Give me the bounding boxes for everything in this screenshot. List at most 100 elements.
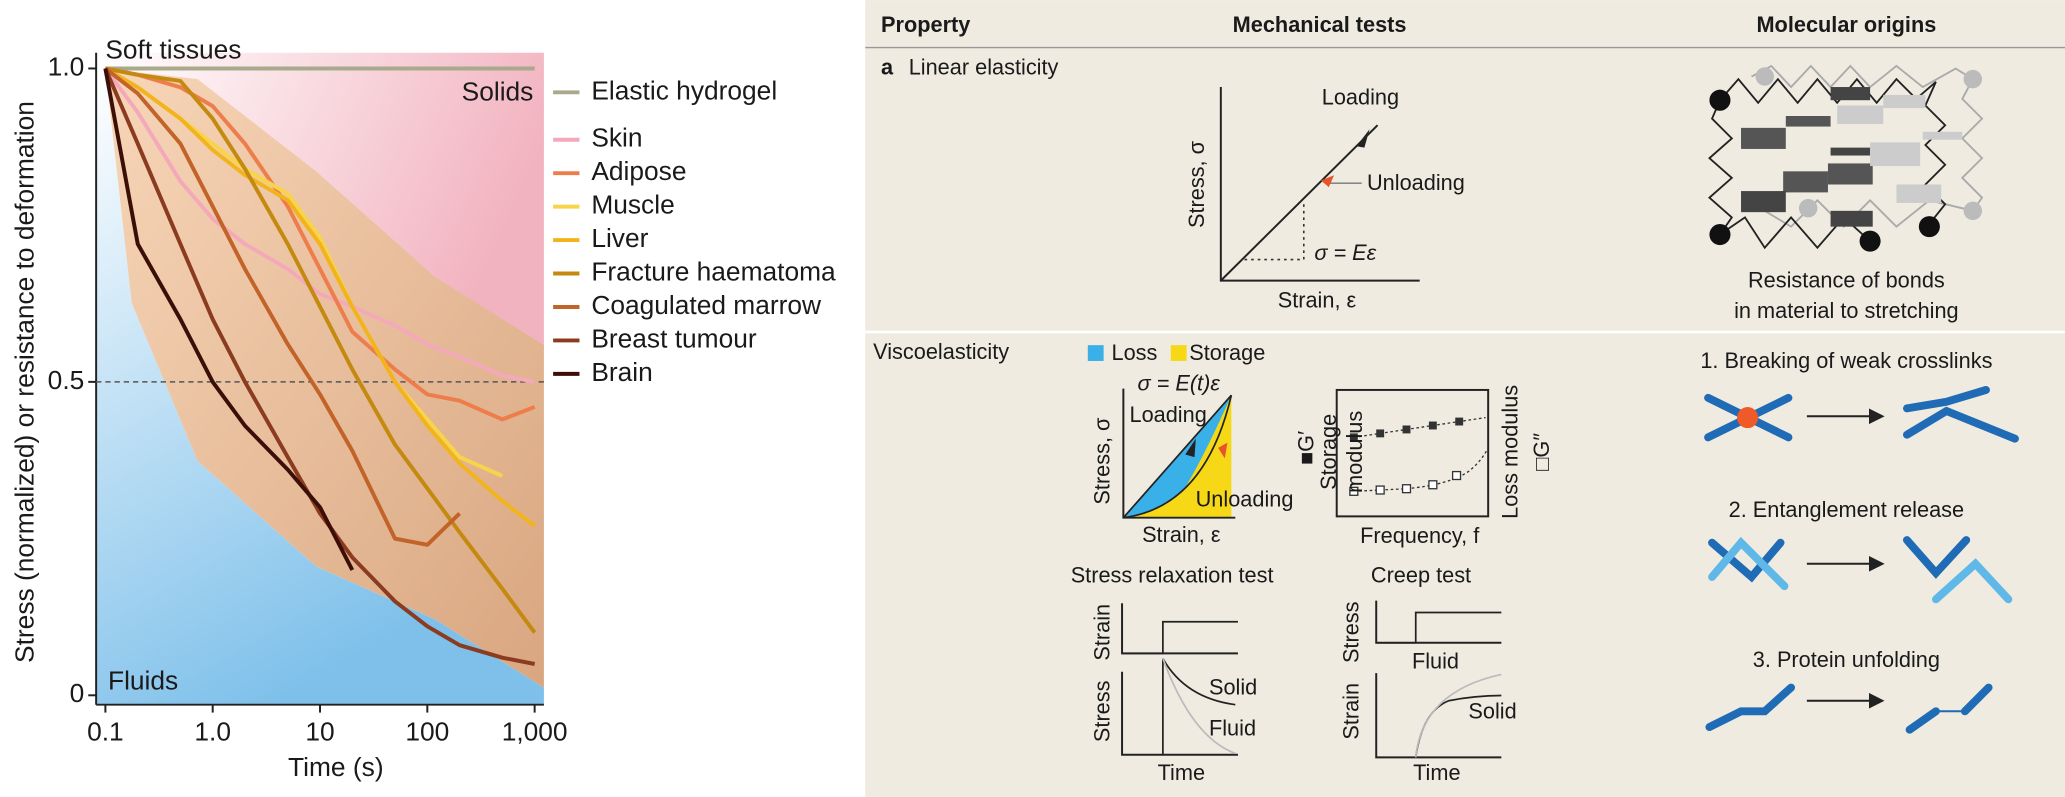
decoration	[1122, 620, 1238, 655]
decoration	[1896, 184, 1942, 203]
header: Property	[881, 12, 970, 37]
axis-label: Strain	[1338, 683, 1363, 740]
annotation: Solids	[462, 77, 534, 107]
series-line	[104, 66, 536, 422]
label: in material to stretching	[1734, 298, 1959, 323]
axis-label: Loss modulus	[1498, 385, 1523, 519]
decoration	[1353, 416, 1486, 439]
decoration	[1806, 408, 1885, 709]
decoration	[1827, 163, 1873, 185]
series-line	[104, 66, 461, 547]
decoration	[1375, 485, 1385, 495]
label: Loading	[1129, 402, 1206, 427]
axis-label: Strain, ε	[1142, 522, 1221, 547]
subtitle: Creep test	[1371, 563, 1471, 588]
axis-symbol: ■G′	[1293, 431, 1318, 465]
legend-label: Brain	[591, 357, 652, 387]
subtitle: Stress relaxation test	[1071, 563, 1274, 588]
decoration	[1376, 429, 1385, 438]
header: Mechanical tests	[1233, 12, 1407, 37]
decoration	[1903, 406, 2019, 443]
decoration	[1903, 536, 1971, 579]
legend-label: Liver	[591, 223, 648, 253]
legend-label: Loss	[1112, 340, 1158, 365]
decoration	[1353, 447, 1489, 493]
series-line	[104, 66, 536, 528]
x-tick-label: 10	[305, 717, 334, 747]
decoration	[1918, 216, 1940, 238]
x-tick-label: 1,000	[502, 717, 568, 747]
label: 2. Entanglement release	[1729, 497, 1964, 522]
legend-label: Muscle	[591, 190, 674, 220]
x-tick-label: 1.0	[194, 717, 231, 747]
decoration	[1883, 94, 1926, 109]
decoration	[1320, 175, 1335, 188]
decoration	[1709, 89, 1731, 111]
decoration	[1162, 658, 1236, 755]
decoration	[96, 68, 544, 705]
decoration	[1751, 64, 1974, 89]
decoration	[1451, 470, 1462, 481]
decoration	[1123, 395, 1232, 518]
decoration	[1455, 417, 1464, 426]
x-tick-label: 100	[405, 717, 449, 747]
decoration	[1220, 124, 1379, 282]
axis-symbol: □G″	[1529, 433, 1554, 471]
decoration	[1963, 201, 1983, 221]
property-table: Property Mechanical tests Molecular orig…	[865, 0, 2065, 797]
decoration	[1924, 81, 1947, 225]
axis-label: modulus	[1342, 411, 1367, 493]
decoration	[1798, 198, 1818, 218]
decoration	[105, 68, 544, 688]
y-tick-label: 0.5	[48, 365, 85, 395]
decoration	[1414, 673, 1502, 758]
axis-label: Storage	[1316, 414, 1341, 490]
decoration	[1121, 671, 1238, 756]
decoration	[1870, 142, 1921, 167]
series-line	[103, 67, 536, 384]
legend-label: Coagulated marrow	[591, 290, 822, 320]
label: 1. Breaking of weak crosslinks	[1700, 348, 1992, 373]
axis-label: Frequency, f	[1360, 523, 1480, 548]
legend-label: Adipose	[591, 156, 686, 186]
label: Solid	[1209, 675, 1257, 700]
axis-label: Time	[1413, 760, 1460, 785]
decoration	[1719, 77, 1937, 105]
row-label: Viscoelasticity	[873, 339, 1009, 364]
axis-label: Strain	[1089, 604, 1114, 661]
decoration	[1087, 345, 1104, 361]
legend-label: Skin	[591, 123, 642, 153]
decoration	[1737, 407, 1759, 429]
decoration	[1123, 395, 1232, 518]
decoration	[1335, 388, 1490, 518]
chart-background	[96, 52, 544, 705]
equation: σ = Eε	[1314, 240, 1376, 265]
header: Molecular origins	[1756, 12, 1936, 37]
decoration	[1122, 394, 1233, 519]
decoration	[1123, 395, 1233, 519]
decoration	[865, 0, 2065, 797]
label: Fluid	[1209, 715, 1256, 740]
decoration	[1785, 116, 1831, 127]
decoration	[1922, 131, 1963, 140]
decoration	[1963, 69, 1983, 89]
decoration	[1755, 67, 1774, 86]
decoration	[1830, 87, 1871, 101]
decoration	[1903, 385, 1990, 413]
label: Unloading	[1367, 170, 1465, 195]
label: Unloading	[1196, 486, 1294, 511]
y-tick-label: 1.0	[48, 51, 85, 81]
x-tick-label: 0.1	[87, 717, 124, 747]
axis-label: Strain, ε	[1278, 287, 1357, 312]
legend-label: Storage	[1189, 340, 1265, 365]
decoration	[1185, 438, 1196, 458]
axis-label: Time	[1158, 760, 1205, 785]
decoration	[1960, 78, 1984, 212]
decoration	[1349, 470, 1462, 496]
label: Solid	[1468, 698, 1516, 723]
axis-label: Stress, σ	[1184, 140, 1209, 228]
series-line	[103, 68, 355, 571]
decoration	[1356, 129, 1370, 148]
